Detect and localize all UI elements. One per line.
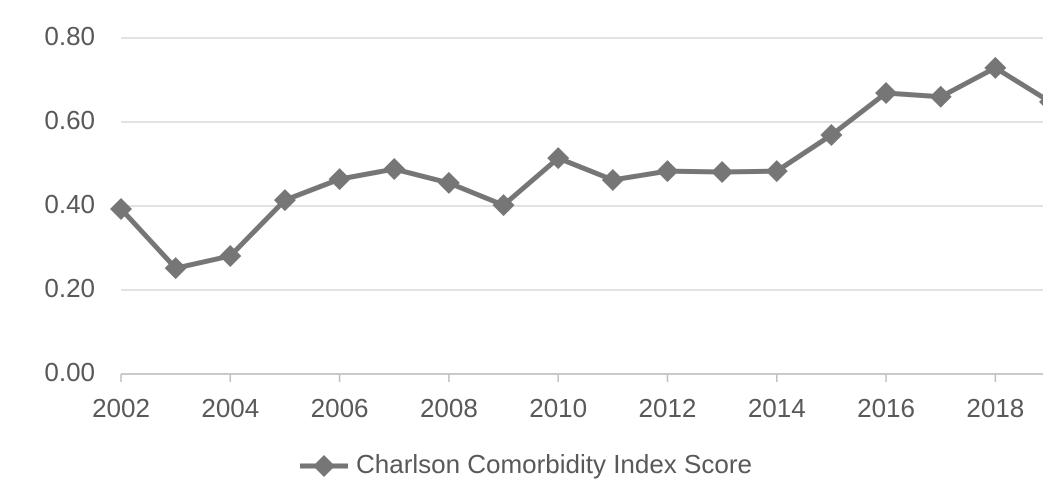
marker	[929, 85, 952, 108]
marker	[601, 168, 624, 191]
x-tick-label: 2008	[420, 393, 478, 423]
y-tick-label: 0.40	[44, 189, 95, 219]
y-tick-label: 0.80	[44, 21, 95, 51]
y-tick-label: 0.20	[44, 273, 95, 303]
y-tick-label: 0.60	[44, 105, 95, 135]
x-tick-label: 2004	[201, 393, 259, 423]
marker	[328, 168, 351, 191]
series-line	[119, 65, 1043, 271]
legend-label: Charlson Comorbidity Index Score	[356, 449, 752, 479]
marker	[110, 197, 132, 220]
x-tick-label: 2012	[639, 393, 697, 423]
marker	[164, 257, 187, 280]
legend-marker	[313, 455, 335, 477]
x-tick-label: 2010	[529, 393, 587, 423]
marker	[765, 160, 788, 183]
marker	[984, 56, 1007, 79]
x-tick-label: 2016	[857, 393, 915, 423]
marker	[492, 194, 515, 217]
marker	[875, 82, 898, 105]
marker	[219, 244, 242, 267]
marker	[711, 160, 734, 183]
marker	[820, 124, 843, 147]
marker	[437, 171, 460, 194]
x-tick-label: 2002	[92, 393, 150, 423]
x-tick-label: 2006	[311, 393, 369, 423]
marker	[547, 147, 570, 170]
marker	[656, 160, 679, 183]
x-tick-label: 2018	[966, 393, 1024, 423]
marker	[383, 158, 406, 181]
y-tick-label: 0.00	[44, 357, 95, 387]
x-tick-label: 2014	[748, 393, 806, 423]
marker	[273, 189, 296, 212]
marker	[1039, 97, 1043, 106]
